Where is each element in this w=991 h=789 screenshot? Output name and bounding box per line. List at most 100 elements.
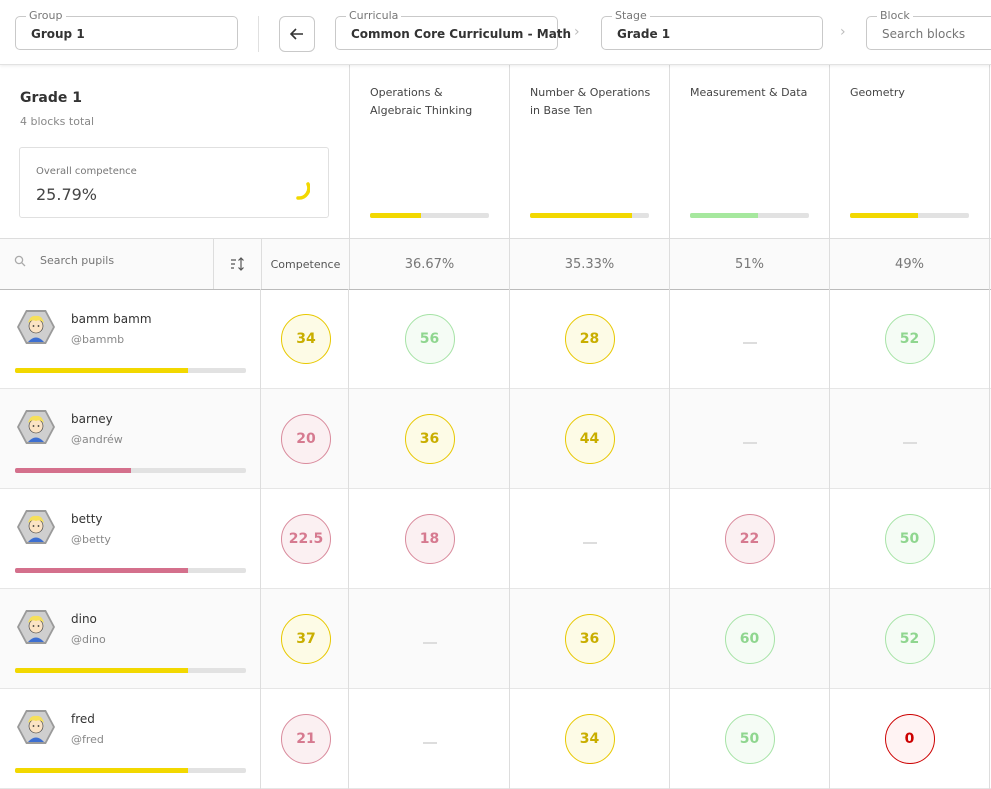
pupil-username: @bammb bbox=[71, 333, 125, 346]
overall-competence-value: 25.79% bbox=[36, 185, 98, 204]
pupil-name: bamm bamm bbox=[71, 312, 152, 326]
chevron-right-icon: › bbox=[574, 24, 580, 40]
block-progress-bar bbox=[530, 213, 649, 218]
pupil-avatar bbox=[17, 710, 55, 744]
no-score-dash bbox=[423, 742, 437, 744]
pupil-progress-bar bbox=[15, 768, 246, 773]
no-score-dash bbox=[743, 442, 757, 444]
pupil-cell[interactable]: fred @fred bbox=[0, 689, 261, 789]
score-badge: 60 bbox=[724, 614, 775, 664]
competence-column-header[interactable]: Competence bbox=[262, 239, 350, 289]
pupil-progress-bar bbox=[15, 668, 246, 673]
pupil-row[interactable]: dino @dino 37 36 60 52 bbox=[0, 589, 991, 689]
pupil-avatar bbox=[17, 310, 55, 344]
search-pupils-input[interactable] bbox=[38, 253, 202, 268]
pupil-username: @dino bbox=[71, 633, 106, 646]
group-value: Group 1 bbox=[31, 27, 85, 41]
score-badge: 18 bbox=[404, 514, 455, 564]
back-button[interactable] bbox=[279, 16, 315, 52]
competence-badge: 22.5 bbox=[281, 514, 331, 564]
competence-badge: 20 bbox=[281, 414, 331, 464]
pupil-row[interactable]: fred @fred 21 34 50 0 bbox=[0, 689, 991, 789]
score-cell[interactable]: 34 bbox=[510, 689, 670, 789]
block-column-header[interactable]: Geometry bbox=[830, 64, 990, 238]
block-progress-bar bbox=[690, 213, 809, 218]
pupil-name: dino bbox=[71, 612, 97, 626]
sort-button[interactable] bbox=[214, 239, 262, 289]
no-score-dash bbox=[423, 642, 437, 644]
score-badge: 28 bbox=[564, 314, 615, 364]
pupil-search[interactable] bbox=[0, 239, 214, 289]
competence-badge: 34 bbox=[281, 314, 331, 364]
table-header-row: Competence 36.67%35.33%51%49% bbox=[0, 238, 991, 290]
score-cell[interactable]: 0 bbox=[830, 689, 990, 789]
block-select[interactable]: Block bbox=[866, 9, 991, 51]
stage-value: Grade 1 bbox=[617, 27, 671, 41]
block-average: 51% bbox=[670, 239, 830, 289]
blocks-count: 4 blocks total bbox=[20, 115, 95, 128]
score-badge: 0 bbox=[884, 714, 935, 764]
score-badge: 44 bbox=[564, 414, 615, 464]
pupil-cell[interactable]: dino @dino bbox=[0, 589, 261, 689]
pupil-row[interactable]: barney @andréw 20 36 44 bbox=[0, 389, 991, 489]
competence-cell: 34 bbox=[262, 289, 349, 389]
score-badge: 34 bbox=[564, 714, 615, 764]
score-badge: 52 bbox=[884, 314, 935, 364]
score-cell[interactable]: 50 bbox=[670, 689, 830, 789]
competence-cell: 20 bbox=[262, 389, 349, 489]
pupil-cell[interactable]: barney @andréw bbox=[0, 389, 261, 489]
block-name: Number & Operations in Base Ten bbox=[530, 86, 651, 117]
block-progress-fill bbox=[850, 213, 918, 218]
score-badge: 52 bbox=[884, 614, 935, 664]
block-average: 36.67% bbox=[350, 239, 510, 289]
block-name: Operations & Algebraic Thinking bbox=[370, 86, 473, 117]
block-average: 35.33% bbox=[510, 239, 670, 289]
block-name: Geometry bbox=[850, 86, 905, 99]
competence-badge: 21 bbox=[281, 714, 331, 764]
score-cell bbox=[350, 689, 510, 789]
score-cell[interactable]: 28 bbox=[510, 289, 670, 389]
score-cell[interactable]: 36 bbox=[350, 389, 510, 489]
competence-cell: 37 bbox=[262, 589, 349, 689]
score-cell[interactable]: 50 bbox=[830, 489, 990, 589]
stage-select[interactable]: Stage Grade 1 bbox=[601, 9, 823, 50]
block-column-header[interactable]: Operations & Algebraic Thinking bbox=[350, 64, 510, 238]
block-search-input[interactable] bbox=[882, 17, 991, 51]
score-cell[interactable]: 18 bbox=[350, 489, 510, 589]
pupil-avatar bbox=[17, 610, 55, 644]
pupil-progress-fill bbox=[15, 368, 189, 373]
stage-title: Grade 1 bbox=[20, 90, 82, 106]
score-cell bbox=[670, 289, 830, 389]
score-badge: 50 bbox=[724, 714, 775, 764]
score-cell[interactable]: 60 bbox=[670, 589, 830, 689]
block-column-header[interactable]: Measurement & Data bbox=[670, 64, 830, 238]
group-select[interactable]: Group Group 1 bbox=[15, 9, 238, 50]
score-cell bbox=[350, 589, 510, 689]
no-score-dash bbox=[903, 442, 917, 444]
score-cell[interactable]: 56 bbox=[350, 289, 510, 389]
block-column-header[interactable]: Number & Operations in Base Ten bbox=[510, 64, 670, 238]
score-cell[interactable]: 52 bbox=[830, 589, 990, 689]
pupil-cell[interactable]: bamm bamm @bammb bbox=[0, 289, 261, 389]
block-progress-fill bbox=[690, 213, 758, 218]
score-cell[interactable]: 44 bbox=[510, 389, 670, 489]
competence-badge: 37 bbox=[281, 614, 331, 664]
pupil-progress-fill bbox=[15, 668, 189, 673]
score-cell[interactable]: 22 bbox=[670, 489, 830, 589]
competence-cell: 22.5 bbox=[262, 489, 349, 589]
pupil-username: @andréw bbox=[71, 433, 123, 446]
pupil-progress-bar bbox=[15, 568, 246, 573]
pupil-avatar bbox=[17, 510, 55, 544]
block-progress-fill bbox=[530, 213, 633, 218]
overall-competence-label: Overall competence bbox=[36, 166, 137, 177]
pupil-cell[interactable]: betty @betty bbox=[0, 489, 261, 589]
chevron-right-icon: › bbox=[840, 24, 846, 40]
stage-label: Stage bbox=[612, 9, 650, 23]
score-cell[interactable]: 52 bbox=[830, 289, 990, 389]
pupil-row[interactable]: bamm bamm @bammb 34 56 28 52 bbox=[0, 289, 991, 389]
curricula-select[interactable]: Curricula Common Core Curriculum - Math bbox=[335, 9, 571, 50]
pupil-row[interactable]: betty @betty 22.5 18 22 50 bbox=[0, 489, 991, 589]
arrow-left-icon bbox=[290, 28, 303, 40]
no-score-dash bbox=[743, 342, 757, 344]
score-cell[interactable]: 36 bbox=[510, 589, 670, 689]
